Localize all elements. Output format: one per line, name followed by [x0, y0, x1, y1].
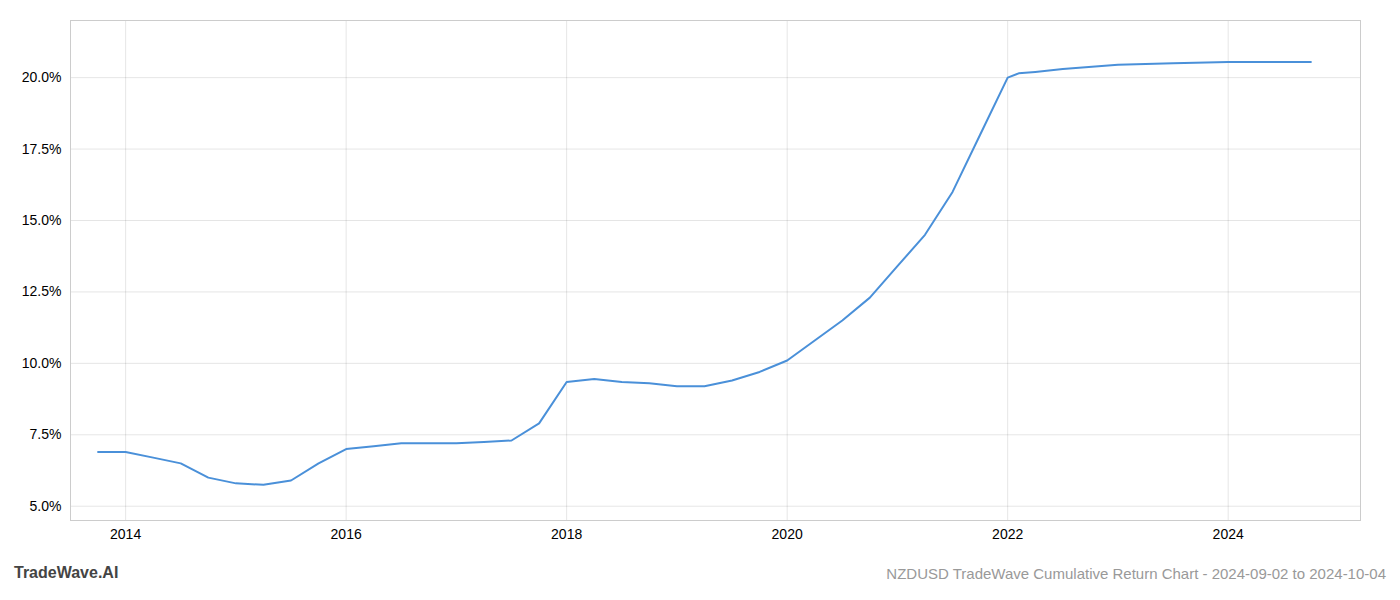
svg-text:12.5%: 12.5% — [22, 283, 62, 299]
svg-text:17.5%: 17.5% — [22, 141, 62, 157]
svg-text:15.0%: 15.0% — [22, 212, 62, 228]
svg-text:20.0%: 20.0% — [22, 69, 62, 85]
svg-text:5.0%: 5.0% — [30, 498, 62, 514]
svg-text:10.0%: 10.0% — [22, 355, 62, 371]
svg-text:2022: 2022 — [992, 526, 1023, 542]
svg-text:2014: 2014 — [110, 526, 141, 542]
svg-text:2020: 2020 — [772, 526, 803, 542]
svg-text:2024: 2024 — [1213, 526, 1244, 542]
html-text:TradeWave.AI: TradeWave.AI — [14, 564, 119, 581]
svg-text:7.5%: 7.5% — [30, 426, 62, 442]
svg-text:2016: 2016 — [331, 526, 362, 542]
html-text:NZDUSD TradeWave Cumulative Re: NZDUSD TradeWave Cumulative Return Chart… — [886, 565, 1386, 582]
svg-text:2018: 2018 — [551, 526, 582, 542]
